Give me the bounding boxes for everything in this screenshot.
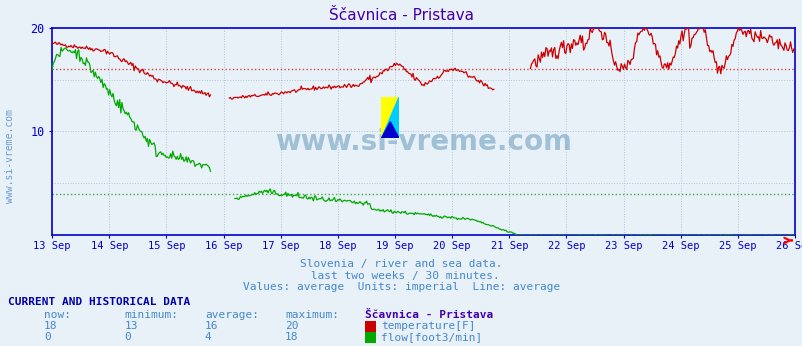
Polygon shape (381, 122, 399, 138)
Text: 13: 13 (124, 321, 138, 331)
Text: Values: average  Units: imperial  Line: average: Values: average Units: imperial Line: av… (242, 282, 560, 292)
Text: 18: 18 (44, 321, 58, 331)
Text: www.si-vreme.com: www.si-vreme.com (5, 109, 14, 203)
Text: now:: now: (44, 310, 71, 320)
Text: flow[foot3/min]: flow[foot3/min] (381, 333, 482, 343)
Text: 16: 16 (205, 321, 218, 331)
Text: CURRENT AND HISTORICAL DATA: CURRENT AND HISTORICAL DATA (8, 297, 190, 307)
Text: temperature[F]: temperature[F] (381, 321, 476, 331)
Text: average:: average: (205, 310, 258, 320)
Polygon shape (381, 97, 399, 138)
Text: 4: 4 (205, 333, 211, 343)
Text: www.si-vreme.com: www.si-vreme.com (275, 128, 571, 156)
Text: minimum:: minimum: (124, 310, 178, 320)
Text: Slovenia / river and sea data.: Slovenia / river and sea data. (300, 259, 502, 269)
Text: 0: 0 (124, 333, 131, 343)
Text: Ščavnica - Pristava: Ščavnica - Pristava (365, 310, 493, 320)
Text: 18: 18 (285, 333, 298, 343)
Text: 20: 20 (285, 321, 298, 331)
Polygon shape (381, 97, 399, 138)
Text: Ščavnica - Pristava: Ščavnica - Pristava (329, 8, 473, 22)
Text: last two weeks / 30 minutes.: last two weeks / 30 minutes. (303, 271, 499, 281)
Text: 0: 0 (44, 333, 51, 343)
Text: maximum:: maximum: (285, 310, 338, 320)
